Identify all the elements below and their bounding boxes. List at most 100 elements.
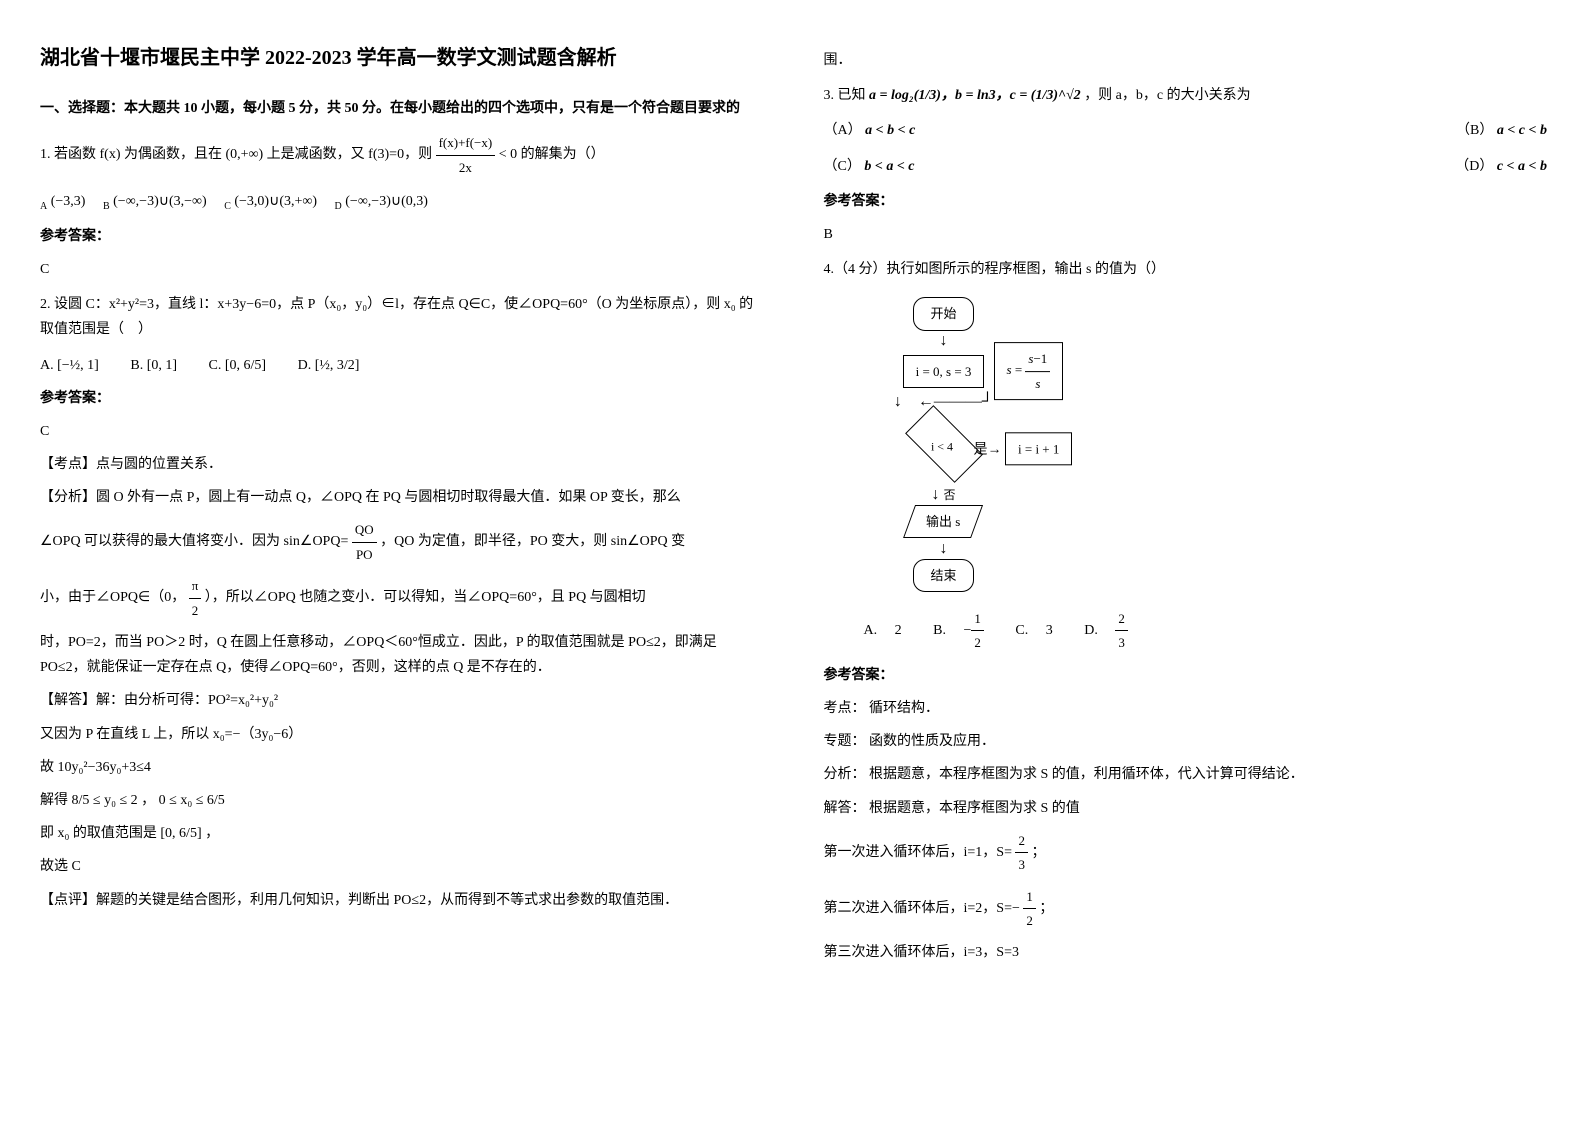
q3-optC: b < a < c — [864, 159, 914, 174]
q3-opt-c: （C） b < a < c — [824, 154, 915, 179]
q2-jieda-p5-range: [0, 6/5] — [160, 826, 201, 841]
question-4: 4.（4 分）执行如图所示的程序框图，输出 s 的值为（） — [824, 257, 1548, 282]
q4-options: A. 2 B. −12 C. 3 D. 23 — [824, 607, 1548, 655]
q2-fenxi-frac-num: QO — [352, 518, 377, 542]
flowchart: 开始 ↓ i = 0, s = 3 s = s−1s ↓ ←―――┘ i < 4… — [854, 297, 1548, 592]
q1-fraction: f(x)+f(−x) 2x — [436, 131, 496, 179]
q4-jieda-s2-frac: 1 2 — [1023, 885, 1036, 933]
q1-frac-den: 2x — [436, 156, 496, 179]
flow-output-text: 输出 s — [926, 510, 960, 533]
q2-ref-label: 参考答案： — [40, 386, 764, 411]
q4-jieda-s3: 第三次进入循环体后，i=3，S=3 — [824, 940, 1548, 965]
q3-optA: a < b < c — [865, 123, 915, 138]
flow-cond-text: i < 4 — [907, 437, 977, 459]
q4-zhuanti-text: 函数的性质及应用． — [869, 734, 995, 749]
q2-stem: 2. 设圆 C：x²+y²=3，直线 l：x+3y−6=0，点 P（x₀，y₀）… — [40, 297, 753, 337]
q3-optB: a < c < b — [1497, 123, 1547, 138]
q1-optD: (−∞,−3)∪(0,3) — [345, 194, 428, 209]
flow-arrow-3: ↓ — [854, 541, 1034, 557]
question-3: 3. 已知 a = log₂(1/3)，b = ln3，c = (1/3)^√2… — [824, 83, 1548, 108]
q4-fenxi: 分析： 根据题意，本程序框图为求 S 的值，利用循环体，代入计算可得结论． — [824, 762, 1548, 787]
q2-optD-label: D. — [298, 358, 312, 373]
q4-s2-num: 1 — [1023, 885, 1036, 909]
q4-jieda-s1-frac: 2 3 — [1015, 829, 1028, 877]
q1-optB: (−∞,−3)∪(3,−∞) — [113, 194, 207, 209]
q2-fenxi-p3-frac: π 2 — [189, 574, 202, 622]
flow-no-label: 否 — [943, 488, 955, 502]
document-title: 湖北省十堰市堰民主中学 2022-2023 学年高一数学文测试题含解析 — [40, 40, 764, 76]
q4-optB-label: B. — [933, 623, 946, 638]
q4-fenxi-label: 分析： — [824, 767, 866, 782]
q3-optD-label: （D） — [1455, 159, 1493, 174]
q2-fenxi-frac-den: PO — [352, 543, 377, 566]
q4-optD: 23 — [1115, 623, 1128, 638]
q2-kaodian: 【考点】点与圆的位置关系． — [40, 452, 764, 477]
q2-answer: C — [40, 419, 764, 444]
q2-jieda-p4: 解得 8/5 ≤ y₀ ≤ 2 ， 0 ≤ x₀ ≤ 6/5 — [40, 788, 764, 813]
q4-jieda-intro: 解答： 根据题意，本程序框图为求 S 的值 — [824, 796, 1548, 821]
q1-stem-part2: < 0 的解集为（） — [499, 147, 605, 162]
q4-optD-label: D. — [1084, 623, 1098, 638]
q4-jieda-s2: 第二次进入循环体后，i=2，S=− 1 2 ； — [824, 885, 1548, 933]
flow-init: i = 0, s = 3 — [903, 355, 985, 388]
flow-yes-label: 是 — [974, 442, 988, 457]
q4-kaodian-label: 考点： — [824, 701, 866, 716]
q2-fenxi-p1: 【分析】圆 O 外有一点 P，圆上有一动点 Q，∠OPQ 在 PQ 与圆相切时取… — [40, 485, 764, 510]
q3-stem-post: ，则 a，b，c 的大小关系为 — [1084, 88, 1250, 103]
q4-stem: 4.（4 分）执行如图所示的程序框图，输出 s 的值为（） — [824, 262, 1165, 277]
q2-optC: [0, 6/5] — [225, 358, 266, 373]
q2-jieda-p3: 故 10y₀²−36y₀+3≤4 — [40, 755, 764, 780]
q4-optC: 3 — [1046, 623, 1053, 638]
q2-fenxi-p3-den: 2 — [189, 599, 202, 622]
q2-optD: [½, 3/2] — [315, 358, 360, 373]
q2-kaodian-text: 点与圆的位置关系． — [96, 457, 222, 472]
q2-kaodian-label: 【考点】 — [40, 457, 96, 472]
q3-optA-label: （A） — [824, 123, 862, 138]
q2-jieda-p5-post: ， — [205, 826, 219, 841]
q2-jieda-p5: 即 x₀ 的取值范围是 [0, 6/5] ， — [40, 821, 764, 846]
question-2: 2. 设圆 C：x²+y²=3，直线 l：x+3y−6=0，点 P（x₀，y₀）… — [40, 292, 764, 342]
q4-jieda-s2-post: ； — [1039, 901, 1053, 916]
page-container: 湖北省十堰市堰民主中学 2022-2023 学年高一数学文测试题含解析 一、选择… — [40, 40, 1547, 974]
q2-fenxi-frac: QO PO — [352, 518, 377, 566]
q3-opt-d: （D） c < a < b — [1455, 154, 1547, 179]
q4-jieda-s1-pre: 第一次进入循环体后，i=1，S= — [824, 845, 1012, 860]
q2-optB: [0, 1] — [147, 358, 177, 373]
q3-options-row2: （C） b < a < c （D） c < a < b — [824, 154, 1548, 179]
q2-fenxi-p3-pre: 小，由于∠OPQ∈（0， — [40, 590, 185, 605]
q2-dianping: 【点评】解题的关键是结合图形，利用几何知识，判断出 PO≤2，从而得到不等式求出… — [40, 888, 764, 913]
q2-jieda-p1: 【解答】解：由分析可得：PO²=x₀²+y₀² — [40, 688, 764, 713]
continuation-text: 围． — [824, 48, 1548, 73]
q2-dianping-text: 解题的关键是结合图形，利用几何知识，判断出 PO≤2，从而得到不等式求出参数的取… — [96, 893, 678, 908]
q4-optB: −12 — [963, 623, 983, 638]
q4-ref-label: 参考答案： — [824, 663, 1548, 688]
q4-s2-den: 2 — [1023, 909, 1036, 932]
flow-arrow-2: ↓ ←―――┘ — [854, 394, 1034, 410]
q2-jieda-p1-text: 解：由分析可得：PO²=x₀²+y₀² — [96, 693, 278, 708]
q4-optA: 2 — [895, 623, 902, 638]
q2-fenxi-p3-num: π — [189, 574, 202, 598]
flow-start: 开始 — [913, 297, 973, 330]
q1-ref-label: 参考答案： — [40, 224, 764, 249]
q2-fenxi-p3-post: ），所以∠OPQ 也随之变小．可以得知，当∠OPQ=60°，且 PQ 与圆相切 — [205, 590, 646, 605]
q2-optB-label: B. — [130, 358, 143, 373]
q4-jieda-intro-text: 根据题意，本程序框图为求 S 的值 — [869, 801, 1080, 816]
q4-jieda-label: 解答： — [824, 801, 866, 816]
q2-jieda-label: 【解答】 — [40, 693, 96, 708]
q1-options: A (−3,3) B (−∞,−3)∪(3,−∞) C (−3,0)∪(3,+∞… — [40, 189, 764, 216]
q2-optC-label: C. — [209, 358, 222, 373]
flow-end: 结束 — [913, 559, 973, 592]
right-column: 围． 3. 已知 a = log₂(1/3)，b = ln3，c = (1/3)… — [824, 40, 1548, 974]
q4-optA-label: A. — [864, 623, 878, 638]
q2-jieda-p4-sep: ， — [141, 793, 155, 808]
q2-jieda-p4-a: 8/5 ≤ y₀ ≤ 2 — [72, 793, 138, 808]
q2-fenxi-label: 【分析】 — [40, 490, 96, 505]
question-1: 1. 若函数 f(x) 为偶函数，且在 (0,+∞) 上是减函数，又 f(3)=… — [40, 131, 764, 179]
flow-cond: i < 4 — [905, 405, 983, 483]
flow-assign: s = s−1s — [994, 343, 1064, 401]
flow-no-arrow: ↓ 否 — [854, 487, 1034, 503]
q3-opt-b: （B） a < c < b — [1456, 118, 1547, 143]
q4-jieda-s1-post: ； — [1031, 845, 1045, 860]
q1-stem-part1: 1. 若函数 f(x) 为偶函数，且在 (0,+∞) 上是减函数，又 f(3)=… — [40, 147, 436, 162]
section1-heading: 一、选择题：本大题共 10 小题，每小题 5 分，共 50 分。在每小题给出的四… — [40, 96, 764, 121]
